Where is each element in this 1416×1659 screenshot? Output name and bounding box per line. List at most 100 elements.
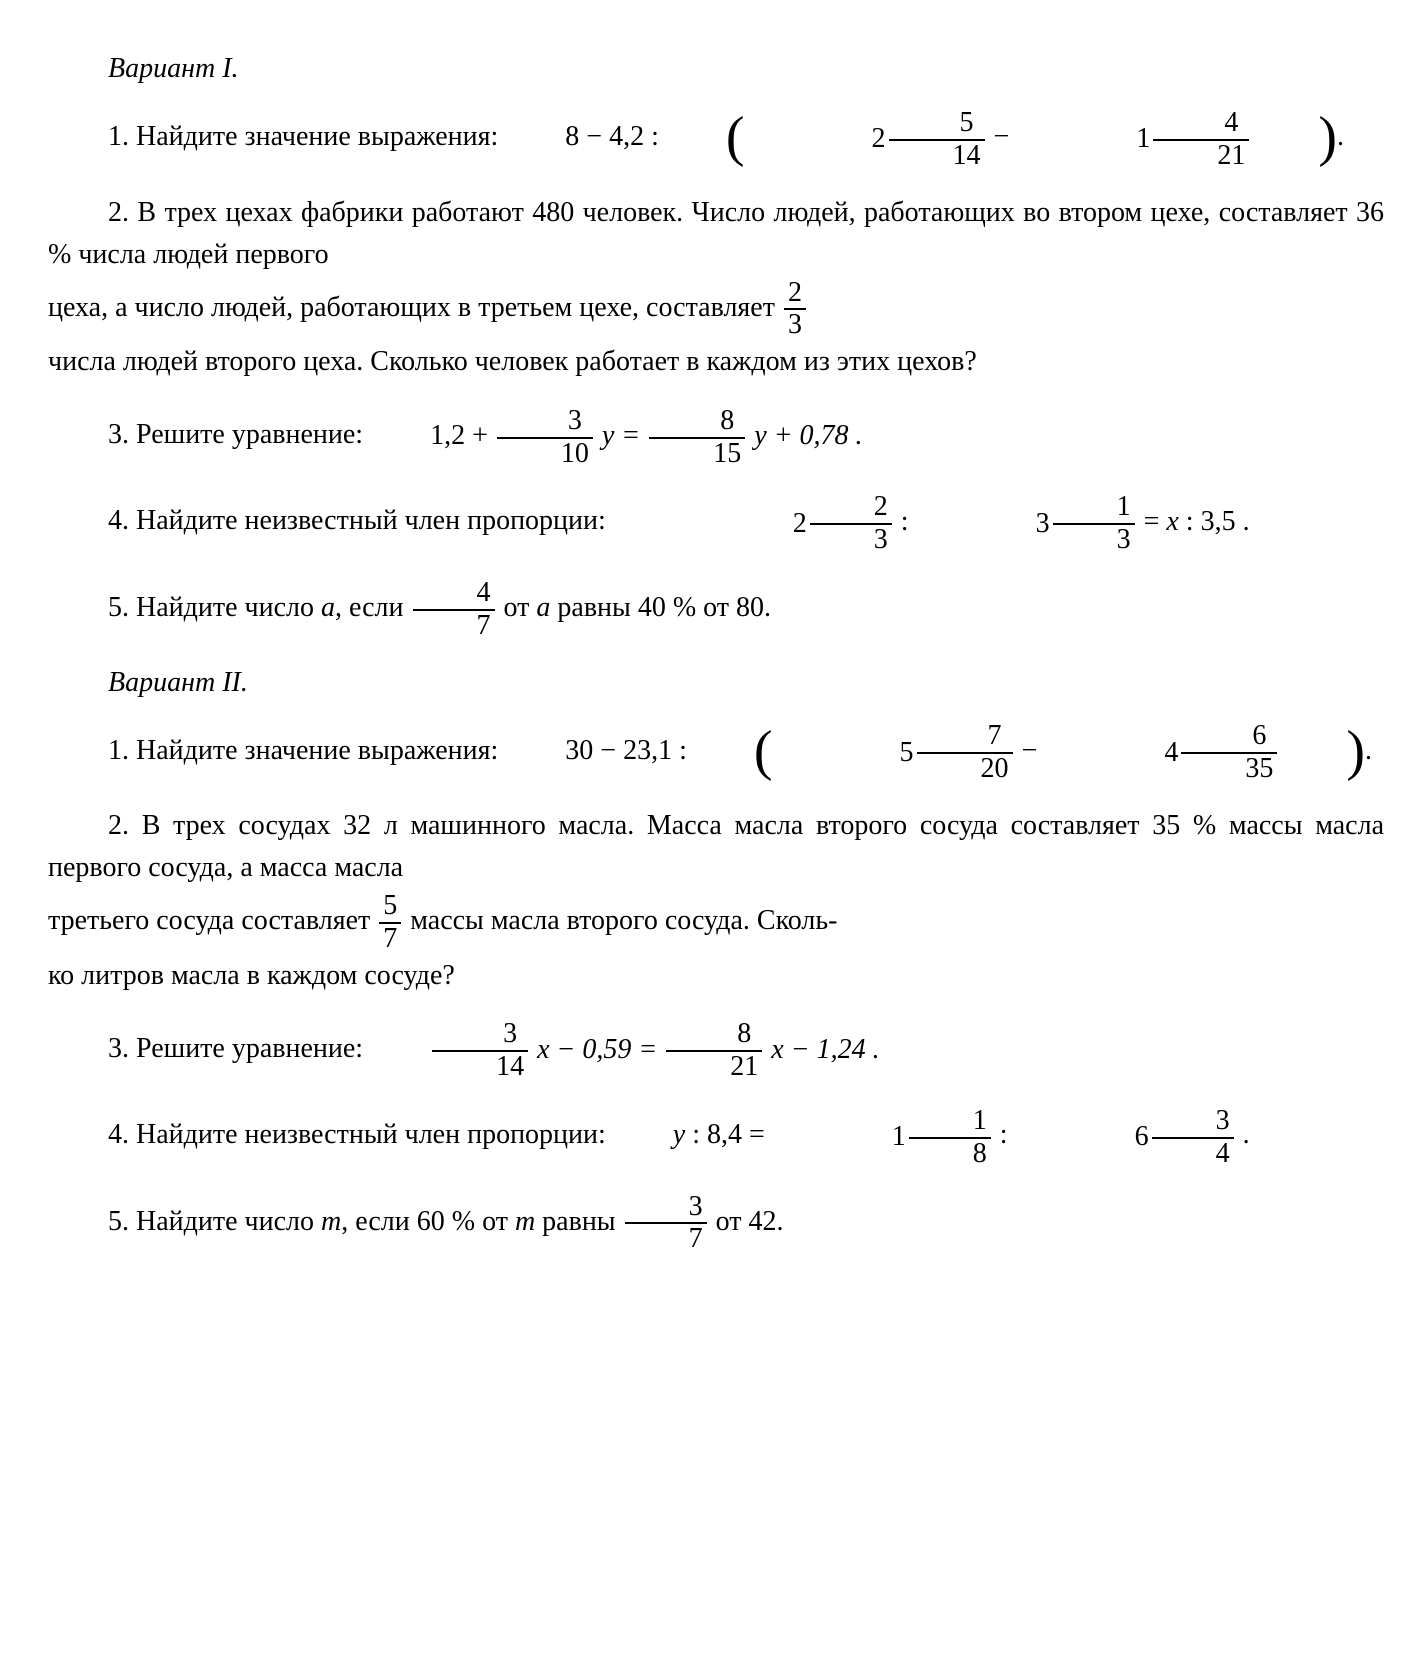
fraction: 37 [625, 1192, 707, 1256]
expr-part: 1,2 + [430, 420, 488, 451]
mixed-fraction: 634 [1015, 1104, 1236, 1170]
minus-sign: − [1022, 735, 1045, 766]
problem-line: числа людей второго цеха. Сколько челове… [48, 341, 1384, 383]
numerator: 2 [810, 492, 892, 525]
equation: 314 x − 0,59 = 821 x − 1,24 . [370, 1018, 880, 1083]
problem-number: 5. [108, 1206, 129, 1237]
problem-text: , если [335, 592, 404, 623]
whole-part: 2 [733, 492, 807, 556]
variable-a: a [321, 592, 335, 623]
problem-text: В трех цехах фабрики работают 480 челове… [48, 197, 1384, 270]
problem-number: 3. [108, 419, 129, 450]
problem-line: цеха, а число людей, работающих в третье… [48, 276, 1384, 341]
problem-number: 1. [108, 121, 129, 152]
expression: 8 − 4,2 : ( 2514 − 1421 ) [505, 105, 1337, 171]
problem-text: от 42. [716, 1206, 784, 1237]
numerator: 1 [909, 1106, 991, 1139]
problem-number: 1. [108, 735, 129, 766]
v1-problem-1: 1. Найдите значение выражения: 8 − 4,2 :… [48, 105, 1384, 172]
problem-text: Найдите неизвестный член пропорции: [136, 1119, 606, 1150]
proportion: y : 8,4 = 118 : 634 . [613, 1103, 1250, 1169]
problem-text: равны 40 % от 80. [550, 592, 771, 623]
problem-number: 4. [108, 505, 129, 536]
denominator: 15 [649, 439, 745, 470]
problem-line: 2. В трех сосудах 32 л машинного масла. … [48, 805, 1384, 889]
problem-number: 3. [108, 1033, 129, 1064]
problem-text: Решите уравнение: [136, 1033, 363, 1064]
whole-part: 4 [1104, 721, 1178, 785]
problem-text: массы масла второго сосуда. Сколь- [410, 905, 837, 936]
fraction: 815 [649, 406, 745, 470]
v1-problem-2: 2. В трех цехах фабрики работают 480 чел… [48, 192, 1384, 383]
expr-part: : 3,5 . [1186, 506, 1250, 537]
expr-part: 8 − 4,2 : [565, 121, 659, 152]
v2-problem-1: 1. Найдите значение выражения: 30 − 23,1… [48, 719, 1384, 786]
problem-text: Найдите значение выражения: [136, 735, 498, 766]
mixed-fraction: 223 [673, 490, 894, 556]
problem-number: 5. [108, 592, 129, 623]
denominator: 7 [413, 611, 495, 642]
problem-text: третьего сосуда составляет [48, 905, 370, 936]
numerator: 3 [497, 406, 593, 439]
colon: : [901, 506, 916, 537]
problem-text: Решите уравнение: [136, 419, 363, 450]
problem-text: Найдите неизвестный член пропорции: [136, 505, 606, 536]
problem-text: , если 60 % от [341, 1206, 515, 1237]
variable-x: x − 1,24 . [771, 1034, 879, 1065]
problem-text: цеха, а число людей, работающих в третье… [48, 292, 775, 323]
denominator: 3 [810, 525, 892, 556]
variable-x: x [1166, 506, 1178, 537]
variable-m: m [515, 1206, 535, 1237]
variable-y: y = [602, 420, 640, 451]
period: . [1337, 121, 1344, 152]
expression: 30 − 23,1 : ( 5720 − 4635 ) [505, 719, 1365, 785]
numerator: 4 [413, 578, 495, 611]
numerator: 3 [432, 1019, 528, 1052]
variant-2-heading: Вариант II. [108, 662, 1384, 704]
denominator: 14 [432, 1052, 528, 1083]
denominator: 8 [909, 1139, 991, 1170]
fraction: 310 [497, 406, 593, 470]
variable-a: a [536, 592, 550, 623]
v1-problem-4: 4. Найдите неизвестный член пропорции: 2… [48, 489, 1384, 556]
mixed-fraction: 4635 [1044, 720, 1279, 786]
mixed-fraction: 5720 [780, 720, 1015, 786]
proportion: 223 : 313 = x : 3,5 . [613, 490, 1250, 556]
problem-text: В трех сосудах 32 л машинного масла. Мас… [48, 810, 1384, 883]
expr-part: 30 − 23,1 : [565, 735, 687, 766]
problem-text: от [504, 592, 537, 623]
variable-y: y [673, 1119, 685, 1150]
numerator: 3 [1152, 1106, 1234, 1139]
whole-part: 3 [976, 492, 1050, 556]
denominator: 10 [497, 439, 593, 470]
fraction: 314 [432, 1019, 528, 1083]
equals: = [1144, 506, 1167, 537]
numerator: 7 [917, 721, 1013, 754]
problem-number: 4. [108, 1119, 129, 1150]
v1-problem-5: 5. Найдите число a, если 47 от a равны 4… [48, 576, 1384, 641]
problem-line: ко литров масла в каждом сосуде? [48, 955, 1384, 997]
numerator: 1 [1053, 492, 1135, 525]
v2-problem-3: 3. Решите уравнение: 314 x − 0,59 = 821 … [48, 1017, 1384, 1083]
period: . [1365, 735, 1372, 766]
whole-part: 5 [840, 721, 914, 785]
problem-line: третьего сосуда составляет 57 массы масл… [48, 889, 1384, 954]
denominator: 4 [1152, 1139, 1234, 1170]
problem-text: Найдите число [136, 1206, 321, 1237]
variable-x: x − 0,59 = [537, 1034, 657, 1065]
fraction: 23 [784, 278, 806, 342]
numerator: 8 [649, 406, 745, 439]
mixed-fraction: 313 [916, 490, 1137, 556]
numerator: 6 [1181, 721, 1277, 754]
numerator: 8 [666, 1019, 762, 1052]
equation: 1,2 + 310 y = 815 y + 0,78 . [370, 404, 862, 469]
problem-text: Найдите число [136, 592, 321, 623]
denominator: 7 [625, 1224, 707, 1255]
v2-problem-4: 4. Найдите неизвестный член пропорции: y… [48, 1103, 1384, 1170]
problem-text: равны [535, 1206, 615, 1237]
numerator: 4 [1153, 108, 1249, 141]
whole-part: 6 [1075, 1105, 1149, 1169]
problem-number: 2. [108, 810, 129, 841]
denominator: 21 [1153, 141, 1249, 172]
numerator: 3 [625, 1192, 707, 1225]
